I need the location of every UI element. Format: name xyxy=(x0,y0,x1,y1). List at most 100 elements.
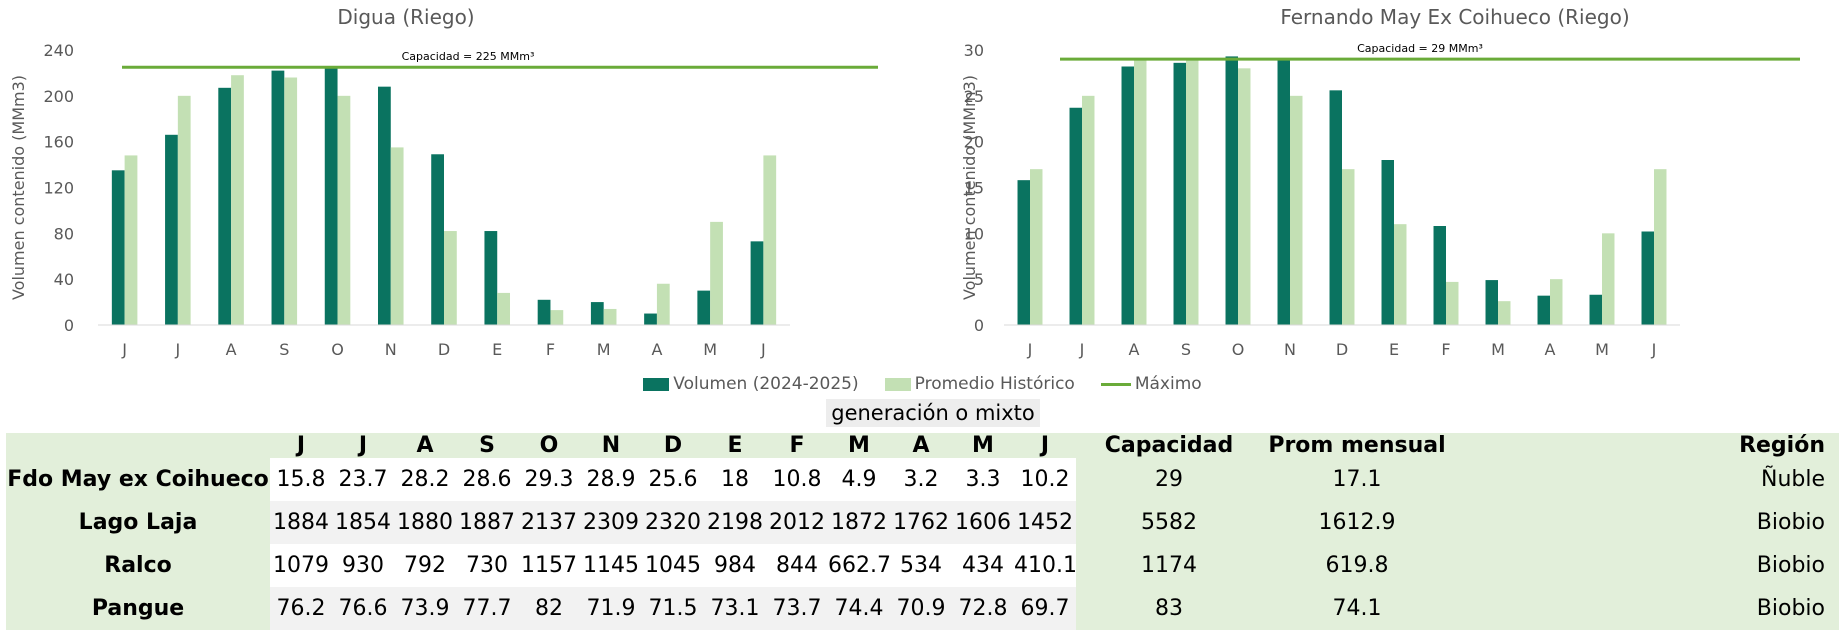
cell-capacidad: 1174 xyxy=(1141,553,1197,578)
table-cell: 76.6 xyxy=(332,587,394,630)
table-cell: 1854 xyxy=(332,501,394,544)
bar-promedio xyxy=(1654,169,1667,325)
table-cell: 70.9 xyxy=(890,587,952,630)
chart-title: Fernando May Ex Coihueco (Riego) xyxy=(1280,5,1629,29)
x-tick-label: M xyxy=(597,340,611,359)
capacidad-label: Capacidad = 29 MMm³ xyxy=(1357,42,1483,55)
cell-region: Biobio xyxy=(1756,596,1825,621)
y-tick-label: 30 xyxy=(964,41,984,60)
header-corner xyxy=(6,433,270,458)
legend-maximo: Máximo xyxy=(1100,374,1202,394)
table-cell: 28.9 xyxy=(580,458,642,501)
chart-title: Digua (Riego) xyxy=(337,5,474,29)
row-name: Ralco xyxy=(104,553,172,578)
cell-region: Biobio xyxy=(1756,510,1825,535)
bar-promedio xyxy=(1134,59,1147,326)
table-cell: 1452 xyxy=(1014,501,1076,544)
x-tick-label: J xyxy=(121,340,127,359)
table-cell: 1045 xyxy=(642,544,704,587)
table-cell: 534 xyxy=(890,544,952,587)
bar-volumen xyxy=(537,299,551,325)
legend-maximo-label: Máximo xyxy=(1134,374,1202,394)
x-tick-label: M xyxy=(1595,340,1609,359)
x-tick-label: M xyxy=(703,340,717,359)
bar-promedio xyxy=(656,283,670,325)
table-cell: 434 xyxy=(952,544,1014,587)
bar-promedio xyxy=(1290,95,1303,325)
x-tick-label: D xyxy=(438,340,450,359)
bar-promedio xyxy=(1342,169,1355,325)
x-tick-label: E xyxy=(492,340,502,359)
bar-volumen xyxy=(484,231,498,325)
table-cell: 73.7 xyxy=(766,587,828,630)
bar-promedio xyxy=(1446,281,1459,325)
x-tick-label: O xyxy=(1232,340,1245,359)
table-row: Ralco 1079 930 792 730 1157 1145 1045 984 844 662.… xyxy=(6,544,1839,587)
x-tick-label: A xyxy=(651,340,662,359)
table-cell: 10.8 xyxy=(766,458,828,501)
bar-promedio xyxy=(1082,95,1095,325)
bar-volumen xyxy=(111,170,125,325)
table-cell: 18 xyxy=(704,458,766,501)
table-cell: 71.9 xyxy=(580,587,642,630)
table-cell: 662.7 xyxy=(828,544,890,587)
legend-promedio-swatch xyxy=(884,377,911,391)
table-cell: 4.9 xyxy=(828,458,890,501)
header-month: E xyxy=(727,433,743,458)
bar-volumen xyxy=(1017,180,1030,325)
table-cell: 730 xyxy=(456,544,518,587)
table-cell: 69.7 xyxy=(1014,587,1076,630)
y-tick-label: 160 xyxy=(43,133,74,152)
table-cell: 1884 xyxy=(270,501,332,544)
header-capacidad: Capacidad xyxy=(1104,433,1234,458)
table-cell: 2320 xyxy=(642,501,704,544)
cell-region: Ñuble xyxy=(1760,467,1825,492)
bar-promedio xyxy=(1498,301,1511,325)
table-cell: 29.3 xyxy=(518,458,580,501)
bar-promedio xyxy=(1602,233,1615,325)
header-month: N xyxy=(601,433,621,458)
y-tick-label: 240 xyxy=(43,41,74,60)
bar-volumen xyxy=(1485,280,1498,325)
header-month: J xyxy=(296,433,306,458)
table-cell: 1880 xyxy=(394,501,456,544)
cell-region: Biobio xyxy=(1756,553,1825,578)
header-month: M xyxy=(848,433,870,458)
reservoir-table-container: J J A S O N D E F M A M J Capacidad Prom… xyxy=(6,433,1839,630)
x-tick-label: O xyxy=(331,340,344,359)
legend-volumen-swatch xyxy=(643,377,670,391)
header-month: J xyxy=(1040,433,1050,458)
cell-prom-mensual: 1612.9 xyxy=(1318,510,1396,535)
bar-promedio xyxy=(284,77,298,325)
bar-volumen xyxy=(1225,56,1238,326)
bar-volumen xyxy=(431,154,444,325)
bar-promedio xyxy=(1186,59,1199,326)
bar-promedio xyxy=(763,155,777,325)
bar-promedio xyxy=(550,310,564,325)
table-cell: 71.5 xyxy=(642,587,704,630)
table-row: Fdo May ex Coihueco 15.8 23.7 28.2 28.6 29.3 2… xyxy=(6,458,1839,501)
header-month: S xyxy=(479,433,495,458)
bar-volumen xyxy=(1537,295,1550,325)
y-axis-label: Volumen contenido (MMm3) xyxy=(960,75,979,300)
x-tick-label: A xyxy=(1129,340,1140,359)
x-tick-label: F xyxy=(1441,340,1450,359)
table-cell: 1762 xyxy=(890,501,952,544)
x-tick-label: J xyxy=(1027,340,1033,359)
x-tick-label: E xyxy=(1389,340,1399,359)
table-row: Lago Laja 1884 1854 1880 1887 2137 2309 2320 219… xyxy=(6,501,1839,544)
x-tick-label: J xyxy=(1651,340,1657,359)
y-tick-label: 80 xyxy=(54,224,74,243)
table-row: Pangue 76.2 76.6 73.9 77.7 82 71.9 71.5 73.1 73.7… xyxy=(6,587,1839,630)
table-cell: 2012 xyxy=(766,501,828,544)
table-header-row: J J A S O N D E F M A M J Capacidad Prom… xyxy=(6,433,1839,458)
bar-promedio xyxy=(177,95,191,325)
x-tick-label: A xyxy=(226,340,237,359)
y-tick-label: 0 xyxy=(974,316,984,335)
header-month: M xyxy=(972,433,994,458)
table-cell: 1872 xyxy=(828,501,890,544)
table-cell: 23.7 xyxy=(332,458,394,501)
table-cell: 930 xyxy=(332,544,394,587)
header-month: A xyxy=(912,433,930,458)
table-cell: 844 xyxy=(766,544,828,587)
